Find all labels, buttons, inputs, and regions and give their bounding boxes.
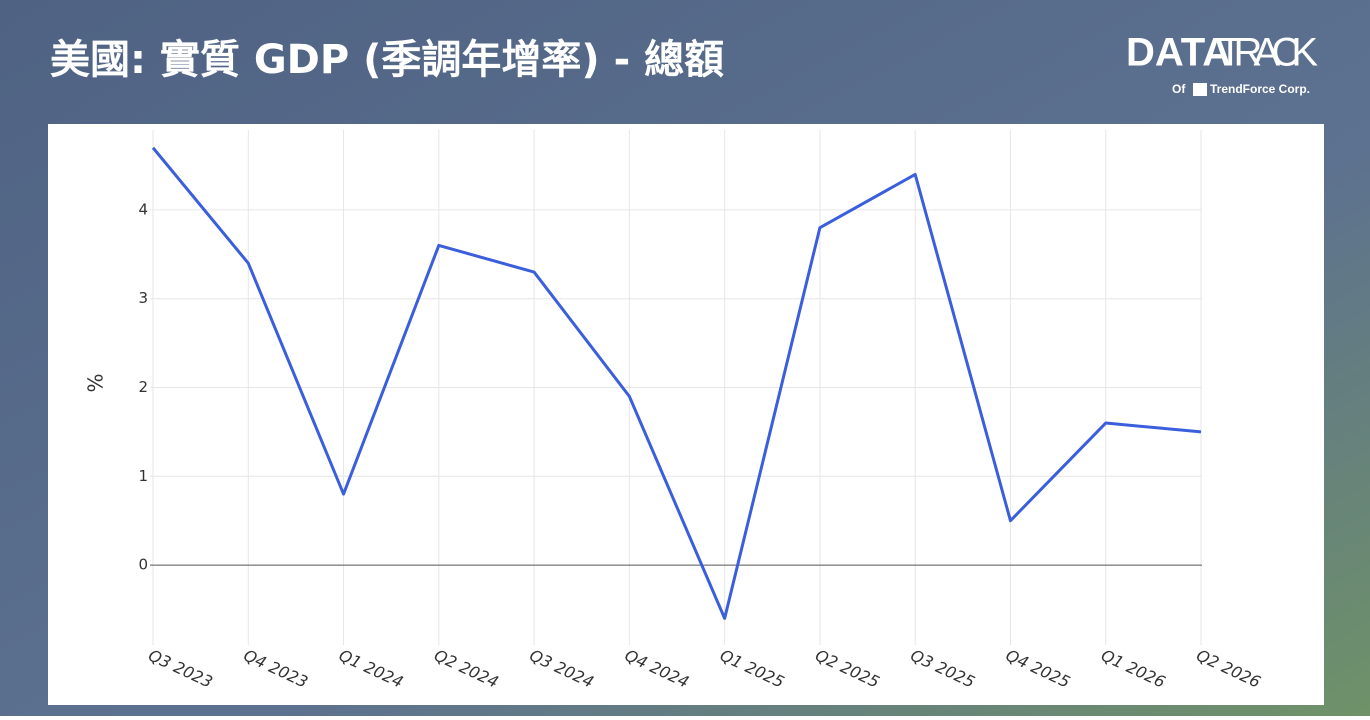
logo-icon xyxy=(1193,83,1207,96)
logo-bold: DATA xyxy=(1126,31,1231,75)
chart-title: 美國: 實質 GDP (季調年增率) - 總額 xyxy=(50,37,724,83)
logo-company: TrendForce Corp. xyxy=(1210,82,1310,96)
chart-panel xyxy=(48,124,1324,705)
y-tick-label: 0 xyxy=(138,556,148,574)
series-line xyxy=(151,146,1202,620)
y-tick-label: 2 xyxy=(138,378,148,396)
y-tick-label: 1 xyxy=(138,467,148,485)
logo-light: TRACK xyxy=(1218,31,1318,75)
y-tick-label: 3 xyxy=(138,289,148,307)
y-tick-label: 4 xyxy=(138,200,148,218)
y-axis-label: % xyxy=(84,373,108,392)
logo-of: Of xyxy=(1172,82,1186,96)
